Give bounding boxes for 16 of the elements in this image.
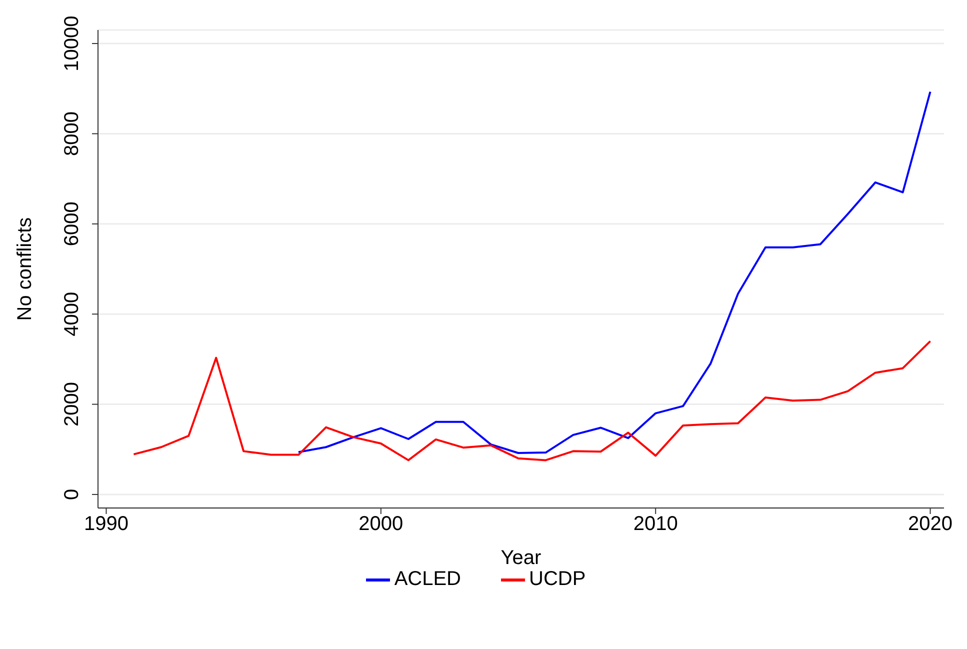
- x-tick-label: 2020: [908, 513, 953, 536]
- line-series: [132, 340, 932, 462]
- legend-label: UCDP: [529, 568, 586, 590]
- y-tick-label: 0: [61, 488, 83, 500]
- line-series: [298, 90, 932, 454]
- y-axis-title: No conflicts: [14, 217, 36, 321]
- y-tick-label: 4000: [61, 292, 83, 336]
- y-tick-label: 10000: [61, 16, 83, 72]
- x-tick-label: 2000: [358, 513, 404, 536]
- x-axis-title: Year: [500, 547, 542, 569]
- x-tick-label: 2010: [633, 513, 678, 536]
- legend-label: ACLED: [394, 568, 462, 590]
- x-tick-label: 1990: [84, 513, 128, 536]
- y-tick-label: 2000: [61, 382, 83, 427]
- y-tick-label: 6000: [61, 202, 83, 246]
- y-tick-label: 8000: [61, 111, 83, 156]
